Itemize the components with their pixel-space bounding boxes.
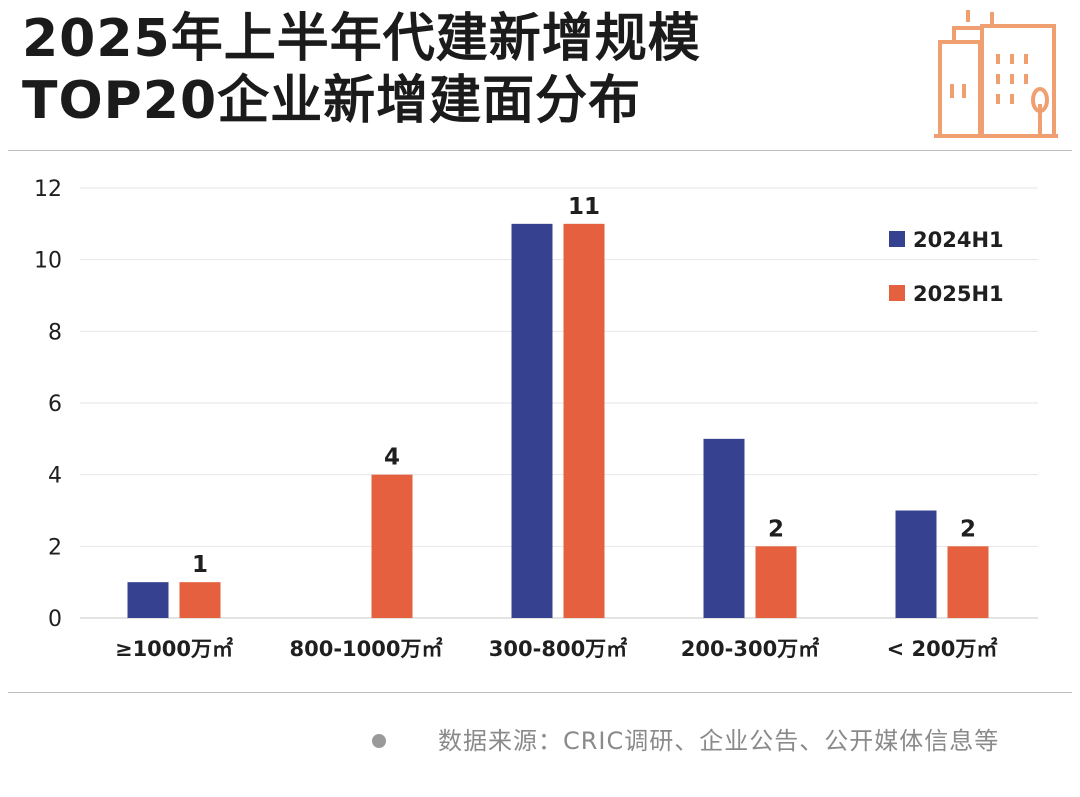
page-title-line-2: TOP20企业新增建面分布 xyxy=(22,71,642,131)
y-tick-label: 8 xyxy=(48,320,62,345)
bar-2025H1-3 xyxy=(755,546,797,618)
bullet-dot-icon xyxy=(372,734,386,748)
x-tick-label: 800-1000万㎡ xyxy=(290,637,443,661)
data-label: 11 xyxy=(568,194,600,220)
y-tick-label: 6 xyxy=(48,392,62,417)
x-tick-label: ≥1000万㎡ xyxy=(115,637,233,661)
y-tick-label: 0 xyxy=(48,607,62,632)
data-label: 2 xyxy=(960,516,976,542)
x-tick-label: < 200万㎡ xyxy=(887,637,998,661)
bar-2025H1-1 xyxy=(371,474,413,618)
y-tick-label: 2 xyxy=(48,535,62,560)
building-icon xyxy=(934,10,1058,138)
y-tick-label: 12 xyxy=(34,177,62,202)
y-tick-label: 4 xyxy=(48,464,62,489)
data-label: 2 xyxy=(768,516,784,542)
page-title-line-1: 2025年上半年代建新增规模 xyxy=(22,9,701,69)
y-tick-label: 10 xyxy=(34,249,62,274)
bar-2024H1-2 xyxy=(511,223,553,619)
legend-swatch-2025H1 xyxy=(889,285,905,301)
source-note: 数据来源：CRIC调研、企业公告、公开媒体信息等 xyxy=(372,722,1072,762)
title-block: 2025年上半年代建新增规模 TOP20企业新增建面分布 xyxy=(22,8,701,132)
x-tick-label: 300-800万㎡ xyxy=(489,637,627,661)
legend-label-2024H1: 2024H1 xyxy=(913,228,1004,252)
header-divider xyxy=(8,150,1072,151)
data-label: 4 xyxy=(384,445,400,471)
bar-2025H1-4 xyxy=(947,546,989,618)
bar-2025H1-2 xyxy=(563,223,605,619)
data-label: 1 xyxy=(192,552,208,578)
legend-label-2025H1: 2025H1 xyxy=(913,282,1004,306)
source-text: 数据来源：CRIC调研、企业公告、公开媒体信息等 xyxy=(438,727,1000,755)
footer-divider xyxy=(8,692,1072,693)
bar-2025H1-0 xyxy=(179,582,221,618)
bar-2024H1-0 xyxy=(127,582,169,618)
bar-2024H1-4 xyxy=(895,510,937,618)
bar-2024H1-3 xyxy=(703,438,745,618)
x-tick-label: 200-300万㎡ xyxy=(681,637,819,661)
legend-swatch-2024H1 xyxy=(889,231,905,247)
